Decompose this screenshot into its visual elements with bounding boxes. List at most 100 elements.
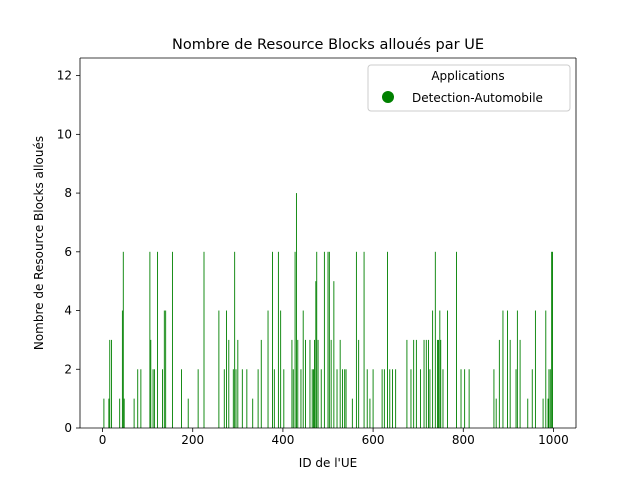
bar <box>157 251 159 428</box>
bar <box>163 310 165 428</box>
bar <box>121 310 123 428</box>
y-axis-label: Nombre de Resource Blocks alloués <box>32 136 46 350</box>
bar <box>252 398 254 428</box>
y-tick-label: 8 <box>64 186 72 200</box>
bar <box>203 251 205 428</box>
bar <box>292 369 294 428</box>
bar <box>460 369 462 428</box>
bar <box>234 251 236 428</box>
bar <box>395 369 397 428</box>
bar <box>509 339 511 428</box>
bar <box>545 310 547 428</box>
bar <box>267 310 269 428</box>
bar <box>283 369 285 428</box>
bar <box>302 310 304 428</box>
bar <box>171 251 173 428</box>
bar <box>273 369 275 428</box>
bar <box>330 339 332 428</box>
x-ticks: 0 200 400 600 800 1000 <box>99 428 569 447</box>
bar <box>152 369 154 428</box>
bar <box>197 369 199 428</box>
bar <box>123 398 125 428</box>
bar <box>415 339 417 428</box>
bar <box>413 339 415 428</box>
bar <box>531 369 533 428</box>
bar <box>429 369 431 428</box>
bar <box>305 339 306 428</box>
x-tick-label: 1000 <box>538 433 569 447</box>
bar <box>344 369 346 428</box>
bar <box>351 398 353 428</box>
bar <box>257 369 259 428</box>
bar <box>498 339 500 428</box>
bar <box>442 369 444 428</box>
bar <box>149 251 151 428</box>
bar <box>153 369 155 428</box>
bars-layer <box>103 193 553 428</box>
bar <box>547 398 549 428</box>
bar <box>507 310 508 428</box>
bar <box>515 369 517 428</box>
axes-frame <box>79 57 577 429</box>
bar <box>495 398 497 428</box>
bar <box>315 281 317 428</box>
bar <box>432 310 434 428</box>
bar <box>300 369 302 428</box>
bar <box>137 369 139 428</box>
bar <box>423 339 425 428</box>
bar <box>235 369 237 428</box>
bar <box>366 369 368 428</box>
bar <box>150 339 152 428</box>
bar <box>313 369 315 428</box>
bar <box>108 398 110 428</box>
bar <box>392 369 393 428</box>
y-tick-label: 10 <box>57 127 72 141</box>
bar <box>468 369 470 428</box>
bar <box>320 369 322 428</box>
bar <box>165 310 167 428</box>
bar <box>232 369 234 428</box>
legend-entry-label: Detection-Automobile <box>412 91 543 105</box>
bar <box>218 310 220 428</box>
bar <box>369 398 371 428</box>
bar <box>272 251 273 428</box>
bar <box>341 369 343 428</box>
legend-title: Applications <box>431 69 504 83</box>
x-tick-label: 400 <box>271 433 294 447</box>
bar <box>434 251 436 428</box>
chart-title: Nombre de Resource Blocks alloués par UE <box>172 37 484 53</box>
x-axis-label: ID de l'UE <box>299 456 357 470</box>
bar <box>447 310 448 428</box>
bar <box>162 369 163 428</box>
bar <box>502 310 504 428</box>
bar <box>280 310 282 428</box>
bar <box>419 369 421 428</box>
bar <box>345 369 347 428</box>
bar <box>295 193 297 428</box>
bar <box>437 339 439 428</box>
bar <box>516 310 518 428</box>
bar <box>316 251 318 428</box>
legend-box <box>367 64 571 112</box>
bar <box>323 251 325 428</box>
bar <box>527 398 529 428</box>
bar <box>109 339 111 428</box>
bar <box>223 369 225 428</box>
bar <box>363 251 365 428</box>
bar <box>317 339 319 428</box>
bar <box>122 251 124 428</box>
bar <box>542 398 544 428</box>
bar <box>327 251 329 428</box>
bar <box>339 339 341 428</box>
bar <box>549 369 551 428</box>
bar <box>333 281 335 428</box>
bar <box>493 369 495 428</box>
y-ticks: 0 2 4 6 8 10 12 <box>57 69 80 435</box>
bar <box>228 339 230 428</box>
bar <box>314 339 315 428</box>
bar <box>358 339 360 428</box>
bar <box>389 369 391 428</box>
y-tick-label: 6 <box>64 245 72 259</box>
